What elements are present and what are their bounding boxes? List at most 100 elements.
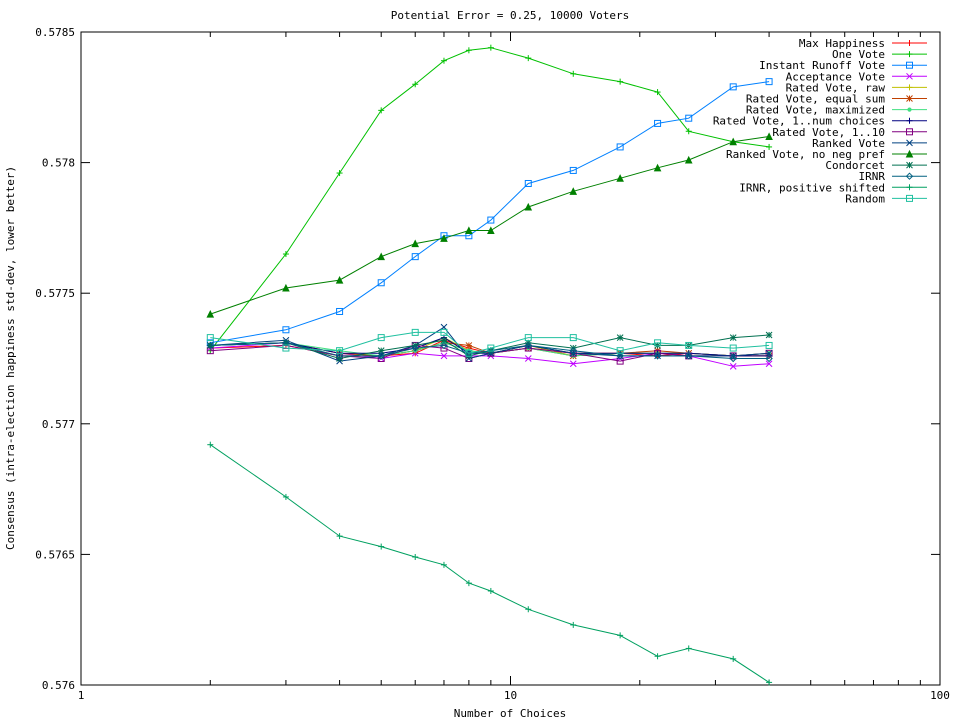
legend-marker bbox=[906, 72, 913, 80]
legend-label: IRNR bbox=[859, 170, 886, 183]
y-tick-label: 0.5765 bbox=[35, 548, 75, 561]
data-point bbox=[412, 554, 419, 561]
data-point bbox=[653, 352, 662, 360]
data-point bbox=[465, 349, 473, 357]
data-point bbox=[524, 334, 532, 342]
data-point bbox=[282, 283, 290, 292]
data-point bbox=[765, 349, 773, 357]
series-2 bbox=[207, 44, 773, 354]
data-point bbox=[524, 202, 533, 211]
data-point bbox=[465, 226, 473, 235]
data-point bbox=[617, 78, 624, 85]
y-tick-label: 0.576 bbox=[42, 679, 75, 692]
data-point bbox=[465, 342, 473, 349]
data-point bbox=[465, 580, 472, 587]
data-point bbox=[766, 143, 773, 150]
data-point bbox=[378, 543, 385, 550]
data-point bbox=[570, 70, 577, 77]
data-point bbox=[525, 55, 532, 62]
series-15 bbox=[206, 328, 773, 357]
data-point bbox=[525, 606, 532, 613]
data-point bbox=[616, 143, 624, 151]
series-11 bbox=[206, 132, 773, 318]
data-point bbox=[616, 352, 624, 360]
data-point bbox=[207, 441, 214, 448]
legend-label: Instant Runoff Vote bbox=[759, 59, 885, 72]
data-point bbox=[487, 216, 495, 224]
x-tick-label: 100 bbox=[930, 689, 950, 702]
legend-label: Ranked Vote, no neg pref bbox=[726, 148, 885, 161]
data-point bbox=[685, 352, 693, 360]
data-point bbox=[685, 128, 692, 135]
data-point bbox=[765, 354, 773, 363]
legend-label: One Vote bbox=[832, 48, 885, 61]
data-point bbox=[440, 328, 448, 336]
legend-label: IRNR, positive shifted bbox=[739, 181, 885, 194]
legend-marker bbox=[906, 128, 913, 136]
data-point bbox=[654, 89, 661, 96]
data-point bbox=[487, 346, 495, 355]
data-point bbox=[411, 253, 419, 261]
legend-label: Rated Vote, 1..num choices bbox=[713, 115, 885, 128]
legend-marker bbox=[906, 161, 913, 169]
data-point bbox=[616, 347, 624, 355]
data-point bbox=[729, 334, 737, 341]
x-axis-label: Number of Choices bbox=[454, 707, 567, 720]
legend-marker bbox=[906, 95, 913, 102]
legend-label: Rated Vote, 1..10 bbox=[772, 126, 885, 139]
data-point bbox=[654, 653, 661, 660]
legend-item: Ranked Vote bbox=[812, 137, 927, 150]
data-point bbox=[487, 587, 494, 594]
legend-marker bbox=[906, 117, 913, 124]
legend-marker bbox=[906, 40, 913, 46]
data-point bbox=[765, 132, 773, 140]
series-layer bbox=[206, 44, 773, 686]
data-point bbox=[616, 357, 624, 365]
data-point bbox=[440, 352, 448, 360]
y-tick-label: 0.5785 bbox=[35, 26, 75, 39]
legend-item: Ranked Vote, no neg pref bbox=[726, 148, 927, 161]
series-14 bbox=[207, 441, 773, 686]
data-point bbox=[654, 339, 662, 347]
data-point bbox=[524, 355, 532, 362]
data-point bbox=[569, 334, 577, 342]
series-line bbox=[210, 331, 770, 354]
data-point bbox=[729, 344, 737, 352]
legend-marker bbox=[906, 51, 913, 58]
legend-marker bbox=[906, 61, 913, 69]
data-point bbox=[206, 334, 214, 342]
data-point bbox=[524, 179, 532, 187]
legend-item: Rated Vote, 1..num choices bbox=[713, 115, 927, 128]
data-point bbox=[569, 166, 577, 174]
data-point bbox=[465, 47, 472, 54]
legend-marker bbox=[906, 139, 913, 147]
legend-marker bbox=[905, 149, 914, 158]
data-point bbox=[440, 57, 447, 64]
legend-marker bbox=[906, 194, 913, 202]
data-point bbox=[685, 114, 693, 122]
data-point bbox=[569, 187, 578, 195]
legend-label: Random bbox=[845, 192, 885, 205]
legend-item: Rated Vote, equal sum bbox=[746, 93, 927, 106]
legend-item: Rated Vote, maximized bbox=[746, 104, 927, 117]
data-point bbox=[411, 239, 420, 248]
legend-item: Instant Runoff Vote bbox=[759, 59, 927, 72]
data-point bbox=[377, 279, 385, 287]
data-point bbox=[616, 334, 624, 341]
data-point bbox=[765, 341, 773, 349]
y-tick-label: 0.578 bbox=[42, 157, 75, 170]
data-point bbox=[487, 344, 495, 352]
data-point bbox=[729, 362, 737, 370]
legend-label: Rated Vote, equal sum bbox=[746, 93, 885, 106]
data-point bbox=[729, 83, 737, 91]
data-point bbox=[617, 632, 624, 639]
data-point bbox=[336, 533, 343, 540]
legend-item: IRNR, positive shifted bbox=[739, 181, 927, 194]
data-point bbox=[282, 251, 289, 258]
legend-marker bbox=[906, 184, 913, 191]
data-point bbox=[282, 493, 289, 500]
data-point bbox=[569, 360, 577, 368]
legend-label: Ranked Vote bbox=[812, 137, 885, 150]
data-point bbox=[524, 341, 532, 350]
